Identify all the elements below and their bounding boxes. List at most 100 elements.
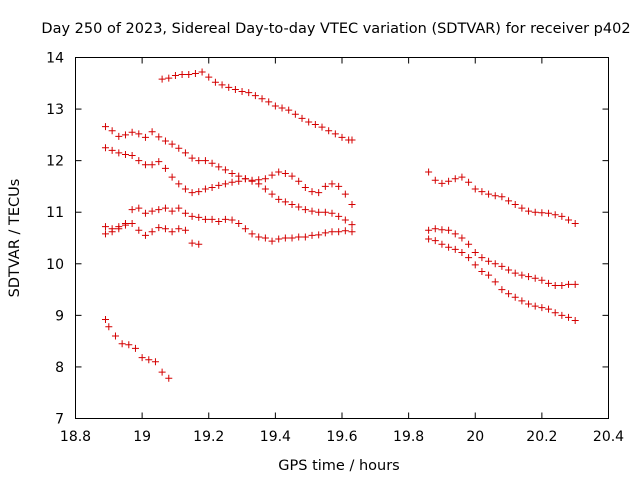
data-point	[558, 212, 566, 220]
data-point	[241, 225, 249, 233]
data-point	[538, 304, 546, 312]
data-point	[301, 206, 309, 214]
data-point	[531, 274, 539, 282]
data-point	[161, 225, 169, 233]
data-point	[505, 290, 513, 298]
data-point	[571, 317, 579, 325]
data-point	[491, 192, 499, 200]
data-point	[538, 209, 546, 217]
data-point	[101, 223, 109, 231]
data-point	[245, 89, 253, 97]
data-point	[171, 72, 179, 80]
data-point	[321, 229, 329, 237]
data-point	[328, 180, 336, 188]
data-point	[288, 200, 296, 208]
data-point	[491, 278, 499, 286]
x-tick-label: 20	[466, 429, 484, 445]
data-point	[195, 213, 203, 221]
data-point	[478, 188, 486, 196]
data-point	[341, 227, 349, 235]
data-point	[505, 197, 513, 205]
data-point	[175, 204, 183, 212]
data-point	[195, 157, 203, 165]
data-point	[431, 176, 439, 184]
data-point	[198, 68, 206, 76]
data-point	[478, 254, 486, 262]
data-point	[471, 248, 479, 256]
data-point	[325, 127, 333, 135]
series-arc-4	[101, 220, 203, 248]
data-point	[275, 168, 283, 176]
data-point	[551, 309, 559, 317]
data-point	[225, 83, 233, 91]
data-point	[141, 209, 149, 217]
data-point	[178, 71, 186, 79]
data-point	[281, 234, 289, 242]
data-point	[108, 127, 116, 135]
x-tick-label: 19	[133, 429, 151, 445]
data-point	[478, 268, 486, 276]
data-point	[161, 204, 169, 212]
data-point	[565, 216, 573, 224]
data-point	[161, 137, 169, 145]
data-point	[188, 154, 196, 162]
data-point	[558, 311, 566, 319]
data-point	[141, 161, 149, 169]
data-point	[148, 228, 156, 236]
data-point	[458, 173, 466, 181]
data-point	[491, 260, 499, 268]
data-point	[158, 75, 166, 83]
data-point	[228, 178, 236, 186]
data-point	[218, 81, 226, 89]
data-point	[175, 144, 183, 152]
data-point	[458, 234, 466, 242]
x-tick-label: 19.6	[326, 429, 357, 445]
data-point	[301, 183, 309, 191]
data-point	[321, 208, 329, 216]
data-point	[308, 207, 316, 215]
data-point	[348, 200, 356, 208]
data-point	[498, 286, 506, 294]
data-point	[258, 95, 266, 103]
data-point	[211, 78, 219, 86]
data-point	[348, 221, 356, 229]
data-point	[201, 215, 209, 223]
x-tick-label: 18.8	[60, 429, 91, 445]
data-point	[201, 157, 209, 165]
data-point	[511, 293, 519, 301]
data-point	[115, 132, 123, 140]
y-axis-label: SDTVAR / TECUs	[7, 179, 23, 298]
data-point	[465, 178, 473, 186]
data-point	[431, 225, 439, 233]
data-point	[221, 180, 229, 188]
data-point	[425, 226, 433, 234]
series-arc-3	[101, 144, 356, 208]
data-point	[221, 215, 229, 223]
y-tick-label: 10	[46, 257, 64, 273]
data-point	[328, 209, 336, 217]
data-point	[315, 189, 323, 197]
data-point	[101, 144, 109, 152]
data-point	[318, 123, 326, 131]
data-point	[571, 220, 579, 228]
data-point	[445, 243, 453, 251]
data-point	[238, 88, 246, 96]
data-point	[148, 207, 156, 215]
data-point	[195, 188, 203, 196]
data-point	[531, 302, 539, 310]
data-point	[545, 279, 553, 287]
data-point	[465, 240, 473, 248]
data-point	[168, 173, 176, 181]
data-point	[425, 235, 433, 243]
data-point	[148, 128, 156, 136]
data-point	[141, 133, 149, 141]
data-point	[295, 233, 303, 241]
data-point	[311, 121, 319, 129]
data-point	[161, 164, 169, 172]
series-arc-7	[425, 168, 579, 228]
data-point	[255, 233, 263, 241]
data-point	[518, 297, 526, 305]
data-point	[201, 185, 209, 193]
data-point	[305, 118, 313, 126]
data-point	[121, 150, 129, 158]
